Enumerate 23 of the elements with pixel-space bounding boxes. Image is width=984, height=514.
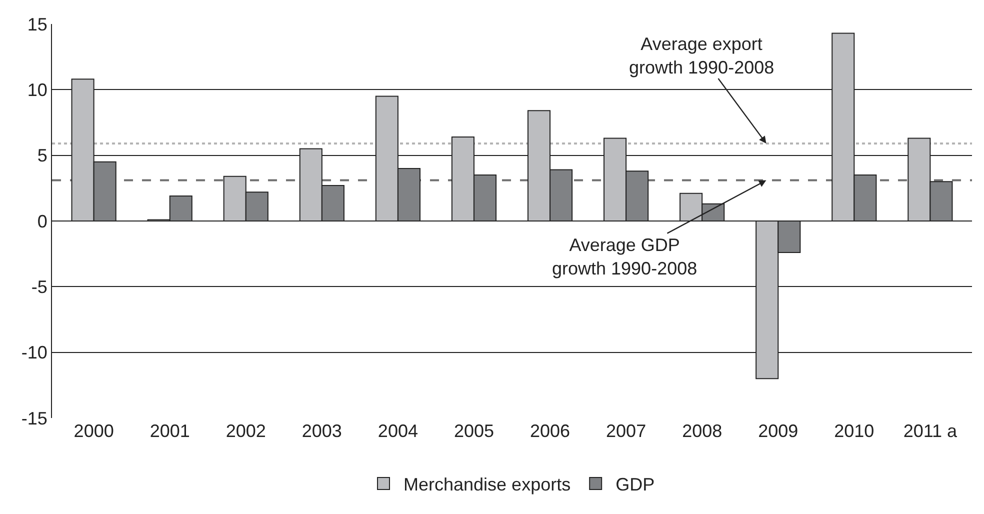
x-tick-label: 2004 — [378, 421, 418, 441]
y-tick-label: 0 — [37, 211, 48, 232]
legend-label: Merchandise exports — [404, 474, 571, 494]
x-tick-label: 2008 — [682, 421, 722, 441]
y-tick-label: -15 — [21, 408, 48, 428]
ref-line-label: Average GDP growth 1990-2008 — [552, 235, 698, 278]
y-tick-label: 10 — [27, 80, 48, 100]
y-tick-label: -5 — [31, 276, 48, 297]
legend-label: GDP — [616, 474, 655, 494]
x-tick-label: 2000 — [74, 421, 114, 441]
x-tick-label: 2002 — [226, 421, 266, 441]
x-tick-label: 2009 — [758, 421, 798, 441]
x-tick-label: 2001 — [150, 421, 190, 441]
y-tick-label: 15 — [27, 14, 48, 34]
x-tick-label: 2005 — [454, 421, 494, 441]
ref-line-label: Average export growth 1990-2008 — [629, 34, 774, 78]
x-tick-label: 2006 — [530, 421, 570, 441]
y-tick-label: 5 — [37, 146, 48, 166]
x-tick-label: 2003 — [302, 421, 342, 441]
y-tick-label: -10 — [21, 342, 48, 363]
x-tick-label: 2010 — [834, 421, 874, 441]
x-tick-label: 2011 a — [903, 421, 958, 441]
x-tick-label: 2007 — [606, 421, 646, 441]
